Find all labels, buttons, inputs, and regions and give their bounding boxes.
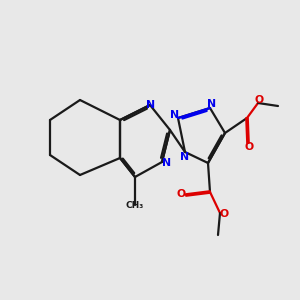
Text: O: O	[220, 208, 229, 219]
Text: O: O	[255, 95, 264, 105]
Text: O: O	[177, 189, 186, 200]
Text: N: N	[180, 152, 190, 161]
Text: N: N	[162, 158, 171, 168]
Text: O: O	[244, 142, 253, 152]
Text: CH₃: CH₃	[126, 200, 144, 209]
Text: N: N	[207, 99, 216, 110]
Text: N: N	[170, 110, 180, 120]
Text: N: N	[146, 100, 155, 110]
